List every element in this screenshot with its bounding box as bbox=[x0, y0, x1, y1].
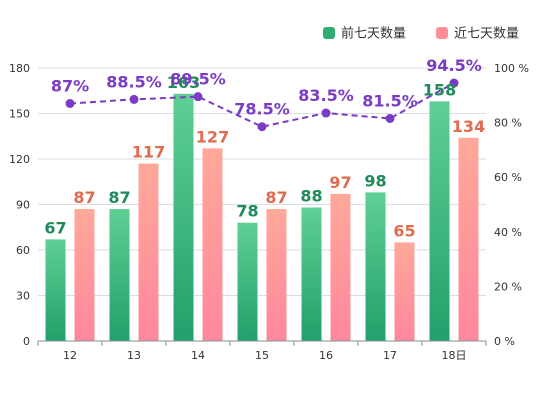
bar-value-label: 127 bbox=[196, 127, 229, 146]
line-point bbox=[193, 92, 203, 102]
x-tick-label: 16 bbox=[319, 349, 333, 362]
line-point-label: 78.5% bbox=[234, 100, 290, 119]
bar-value-label: 65 bbox=[393, 221, 415, 240]
bar-series-2 bbox=[394, 242, 415, 341]
y-left-tick-label: 180 bbox=[9, 62, 30, 75]
legend-swatch bbox=[436, 27, 448, 39]
legend-label: 近七天数量 bbox=[454, 27, 519, 42]
y-right-tick-label: 80 % bbox=[494, 117, 522, 130]
bar-series-2 bbox=[330, 193, 351, 341]
x-tick-label: 14 bbox=[191, 349, 205, 362]
line-point bbox=[385, 114, 395, 124]
y-right-tick-label: 40 % bbox=[494, 226, 522, 239]
bar-value-label: 87 bbox=[73, 188, 95, 207]
bar-series-2 bbox=[458, 137, 479, 341]
bar-value-label: 134 bbox=[452, 117, 485, 136]
bar-series-1 bbox=[429, 101, 450, 341]
line-point bbox=[449, 78, 459, 88]
bar-value-label: 88 bbox=[300, 187, 322, 206]
line-point-label: 81.5% bbox=[362, 92, 418, 111]
x-tick-label: 15 bbox=[255, 349, 269, 362]
bar-series-1 bbox=[173, 93, 194, 342]
bar-value-label: 158 bbox=[423, 80, 456, 99]
line-point bbox=[129, 94, 139, 104]
y-right-tick-label: 100 % bbox=[494, 62, 529, 75]
line-point bbox=[257, 122, 267, 132]
data-labels: 67 87 163 78 88 98 158 87 117 127 87 97 65 134 87% 88.5… bbox=[44, 56, 485, 240]
bar-value-label: 97 bbox=[329, 173, 351, 192]
legend-item[interactable]: 近七天数量 bbox=[436, 27, 519, 42]
y-right-tick-label: 60 % bbox=[494, 171, 522, 184]
line-point bbox=[65, 98, 75, 108]
bar-series-2 bbox=[202, 148, 223, 341]
x-tick-label: 18日 bbox=[442, 349, 467, 362]
x-tick-label: 17 bbox=[383, 349, 397, 362]
bar-value-label: 87 bbox=[265, 188, 287, 207]
y-left-tick-label: 60 bbox=[16, 244, 30, 257]
bar-series-1 bbox=[109, 209, 130, 341]
percentage-line bbox=[65, 78, 459, 132]
line-point-label: 83.5% bbox=[298, 86, 354, 105]
bar-series-1 bbox=[365, 192, 386, 341]
y-left-tick-label: 150 bbox=[9, 108, 30, 121]
y-left-tick-label: 0 bbox=[23, 335, 30, 348]
bar-value-label: 87 bbox=[108, 188, 130, 207]
legend-swatch bbox=[323, 27, 335, 39]
y-left-tick-label: 30 bbox=[16, 290, 30, 303]
bar-value-label: 67 bbox=[44, 218, 66, 237]
y-right-tick-label: 20 % bbox=[494, 280, 522, 293]
line-point-label: 87% bbox=[51, 76, 89, 95]
x-tick-label: 13 bbox=[127, 349, 141, 362]
bar-series-1 bbox=[301, 207, 322, 341]
line-point-label: 94.5% bbox=[426, 56, 482, 75]
line-point-label: 89.5% bbox=[170, 70, 226, 89]
y-right-tick-label: 0 % bbox=[494, 335, 515, 348]
legend: 前七天数量 近七天数量 bbox=[323, 26, 519, 42]
bar-series-2 bbox=[138, 163, 159, 341]
line-point bbox=[321, 108, 331, 118]
legend-item[interactable]: 前七天数量 bbox=[323, 26, 406, 42]
x-tick-label: 12 bbox=[63, 349, 77, 362]
bar-value-label: 117 bbox=[132, 143, 165, 162]
bar-series-1 bbox=[237, 222, 258, 341]
bar-value-label: 78 bbox=[236, 202, 258, 221]
line-point-label: 88.5% bbox=[106, 72, 162, 91]
bar-series-1 bbox=[45, 239, 66, 341]
bar-series-2 bbox=[74, 209, 95, 341]
bars bbox=[45, 93, 479, 342]
legend-label: 前七天数量 bbox=[341, 26, 406, 42]
bar-series-2 bbox=[266, 209, 287, 341]
axes: 0 30 60 90 120 150 180 0 % 20 % 40 % 60 % 80 % 100 %… bbox=[9, 62, 529, 362]
y-left-tick-label: 120 bbox=[9, 153, 30, 166]
bar-value-label: 98 bbox=[364, 171, 386, 190]
y-left-tick-label: 90 bbox=[16, 199, 30, 212]
bar-value-label: 163 bbox=[167, 73, 200, 92]
